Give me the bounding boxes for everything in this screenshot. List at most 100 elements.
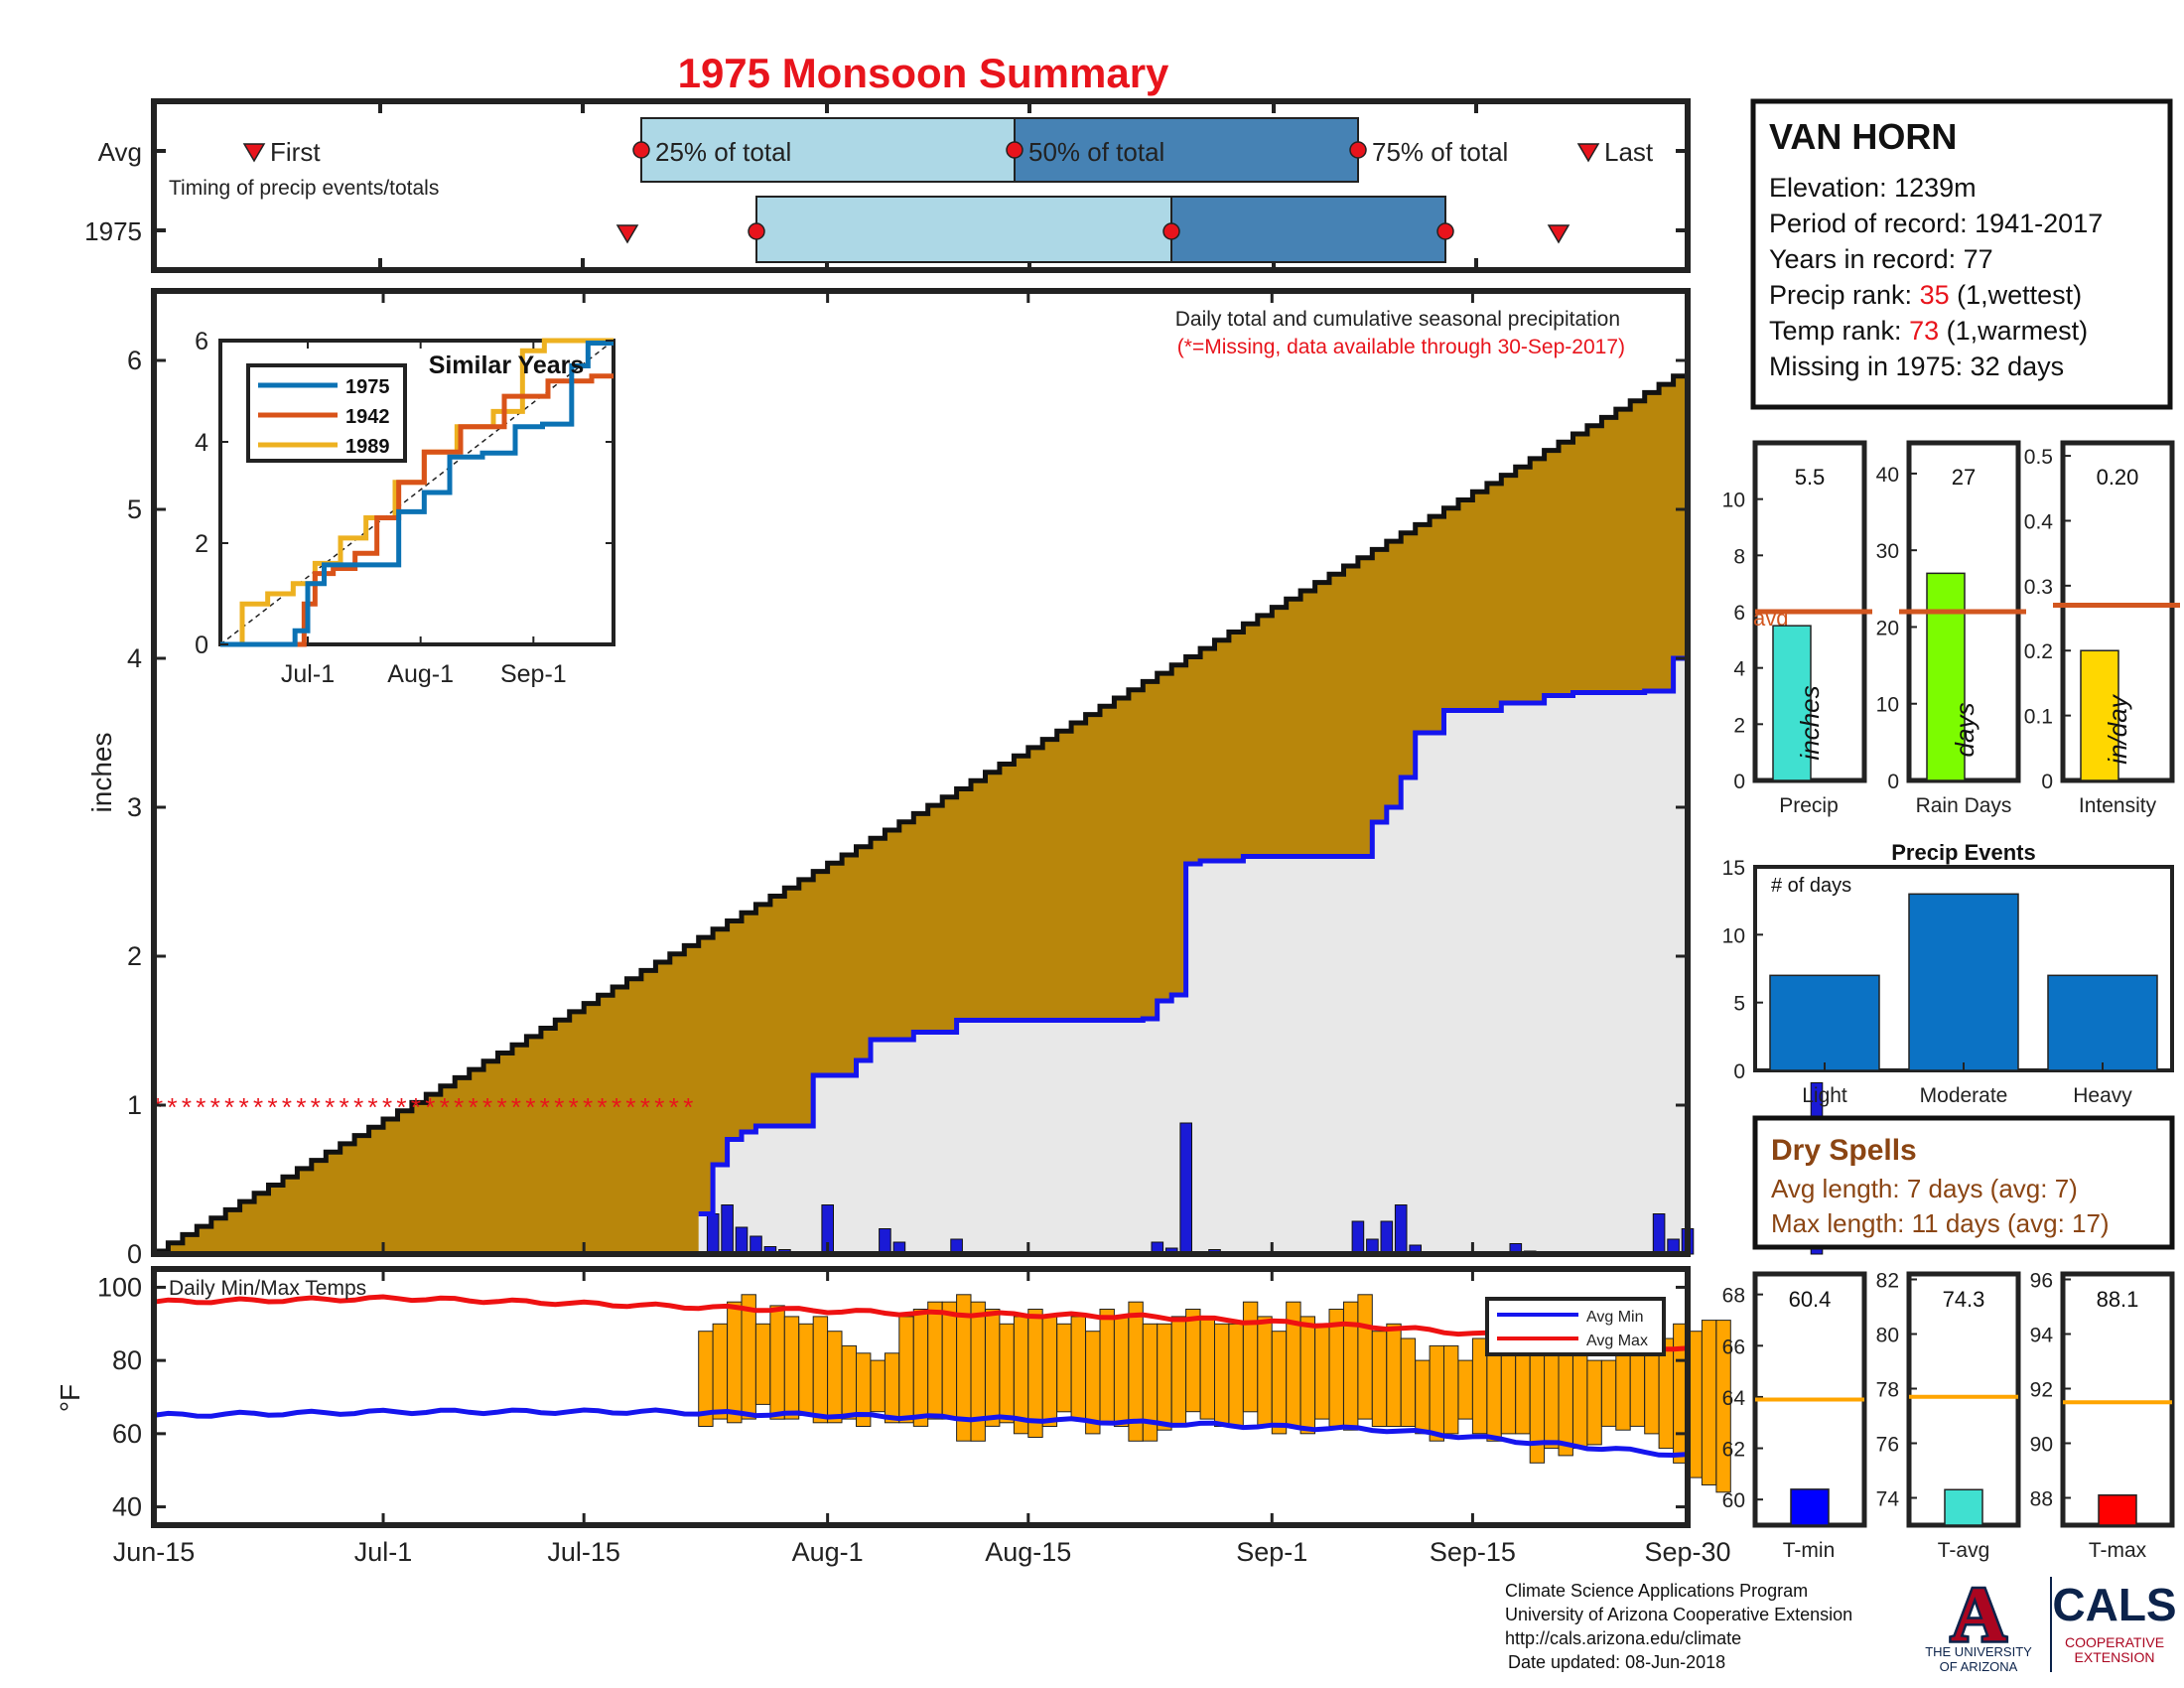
raindays-stat-label: Rain Days xyxy=(1916,794,2012,817)
x-tick-label: Sep-15 xyxy=(1430,1537,1516,1567)
temp-range-bar xyxy=(1170,1316,1187,1428)
temp-range-bar xyxy=(1600,1359,1617,1427)
inset-title: Similar Years xyxy=(429,352,585,379)
temp-range-bar xyxy=(1715,1320,1731,1493)
legend-1975-label: 1975 xyxy=(345,376,390,398)
inset-x-tick-label: Jul-1 xyxy=(281,660,335,688)
legend-1942-label: 1942 xyxy=(345,406,390,428)
daily-precip-bar xyxy=(1394,1204,1408,1255)
year-box-lower xyxy=(755,196,1172,263)
avg-q50-marker xyxy=(1006,141,1024,159)
events-bars xyxy=(1769,893,2158,1071)
inset-y-tick-label: 4 xyxy=(195,429,208,457)
cals-coop-text-1: COOPERATIVE xyxy=(2065,1634,2164,1650)
missing-day-marker: * xyxy=(525,1092,535,1122)
station-name: VAN HORN xyxy=(1769,116,1957,157)
daily-precip-bar xyxy=(1380,1220,1394,1255)
missing-day-marker: * xyxy=(239,1092,249,1122)
daily-precip-bar xyxy=(1652,1213,1666,1255)
event-tick-label: 10 xyxy=(1722,924,1745,947)
ua-logo-text-2: OF ARIZONA xyxy=(1940,1659,2018,1674)
missing-day-marker: * xyxy=(425,1092,435,1122)
missing-day-marker: * xyxy=(411,1092,421,1122)
missing-day-marker: * xyxy=(511,1092,521,1122)
main-y-tick-label: 5 xyxy=(127,494,142,524)
temp-range-bar xyxy=(1027,1309,1043,1438)
ua-logo-text-1: THE UNIVERSITY xyxy=(1925,1644,2032,1659)
events-title: Precip Events xyxy=(1891,840,2036,865)
tavg-tick-label: 74 xyxy=(1876,1488,1900,1511)
temp-range-bar xyxy=(1429,1344,1444,1442)
missing-day-marker: * xyxy=(196,1092,205,1122)
intensity-tick-label: 0.2 xyxy=(2024,640,2053,663)
precip-tick-label: 6 xyxy=(1733,602,1745,625)
missing-day-marker: * xyxy=(569,1092,579,1122)
missing-day-marker: * xyxy=(654,1092,664,1122)
temp-y-tick-label: 100 xyxy=(97,1272,142,1302)
footer-credits: Climate Science Applications Program Uni… xyxy=(1505,1581,1852,1672)
legend-avg-max-label: Avg Max xyxy=(1586,1333,1648,1349)
tavg-tick-label: 78 xyxy=(1876,1379,1899,1402)
dry-spells-box: Dry Spells Avg length: 7 days (avg: 7) M… xyxy=(1752,1115,2175,1250)
university-of-arizona-logo: A THE UNIVERSITY OF ARIZONA xyxy=(1925,1569,2032,1675)
year-last-marker xyxy=(1547,224,1570,244)
temp-range-bar xyxy=(754,1323,771,1405)
temp-range-bar xyxy=(870,1359,886,1413)
intensity-bar xyxy=(2080,649,2119,781)
event-category-label: Heavy xyxy=(2073,1084,2132,1107)
temp-range-bar xyxy=(741,1294,756,1420)
avg-cumulative-area xyxy=(154,658,1688,1254)
dry-spells-title: Dry Spells xyxy=(1771,1134,1917,1167)
tmax-value: 88.1 xyxy=(2097,1287,2139,1312)
tmax-bar xyxy=(2098,1494,2137,1526)
footer-line-4: Date updated: 08-Jun-2018 xyxy=(1508,1652,1725,1672)
daily-precip-bar xyxy=(1179,1122,1193,1255)
missing-day-marker: * xyxy=(353,1092,363,1122)
main-y-tick-label: 0 xyxy=(127,1239,142,1269)
precip-events-panel: Precip Events # of days Light Moderate Hea… xyxy=(1722,840,2174,1107)
missing-day-marker: * xyxy=(296,1092,306,1122)
year-q25-marker xyxy=(748,222,765,240)
cals-logo: CALS COOPERATIVE EXTENSION xyxy=(2052,1579,2176,1665)
station-info-box: VAN HORN Elevation: 1239m Period of reco… xyxy=(1750,98,2173,410)
temp-y-tick-label: 60 xyxy=(112,1419,142,1449)
raindays-tick-label: 0 xyxy=(1887,771,1899,793)
temp-range-bar xyxy=(1070,1316,1086,1420)
missing-day-marker: * xyxy=(210,1092,220,1122)
intensity-axis-label: in/day xyxy=(2103,693,2132,764)
year-q75-marker xyxy=(1436,222,1454,240)
avg-max-line xyxy=(153,1294,1689,1352)
footer-line-2: University of Arizona Cooperative Extens… xyxy=(1505,1605,1852,1624)
temperature-chart: 40 60 80 100 Jun-15 Jul-1 Jul-15 Aug-1 Aug-15 Se… xyxy=(55,1266,1731,1567)
events-axis: Light Moderate Heavy 0 5 10 15 xyxy=(1722,857,2133,1107)
cals-coop-text-2: EXTENSION xyxy=(2075,1649,2155,1665)
temp-range-bar xyxy=(1214,1323,1230,1428)
event-bar-moderate xyxy=(1908,893,2019,1071)
inset-y-tick-label: 6 xyxy=(195,328,208,355)
station-temp-rank: Temp rank: 73 (1,warmest) xyxy=(1769,316,2088,346)
temp-range-bar xyxy=(812,1316,829,1424)
precip-bar xyxy=(1772,625,1812,781)
temp-range-bar xyxy=(769,1305,785,1420)
missing-day-marker: * xyxy=(598,1092,608,1122)
missing-day-marker: * xyxy=(454,1092,464,1122)
temp-range-bar xyxy=(841,1344,857,1420)
x-tick-label: Aug-1 xyxy=(792,1537,864,1567)
temp-range-bar xyxy=(941,1301,958,1420)
main-y-tick-label: 1 xyxy=(127,1090,142,1120)
missing-day-marker: * xyxy=(224,1092,234,1122)
temp-range-bar xyxy=(1357,1294,1373,1420)
missing-day-marker: * xyxy=(167,1092,177,1122)
station-precip-rank: Precip rank: 35 (1,wettest) xyxy=(1769,280,2082,310)
raindays-tick-label: 40 xyxy=(1876,464,1899,487)
missing-day-marker: * xyxy=(669,1092,679,1122)
raindays-axis-label: days xyxy=(1950,703,1979,758)
event-bar-heavy xyxy=(2047,974,2158,1071)
missing-data-markers: * * * * * * * * * * * * * * * * * * * * * * * * * * * * * * * * * * * * * * xyxy=(153,1092,693,1122)
precip-tick-label: 10 xyxy=(1722,490,1745,512)
intensity-tick-label: 0.5 xyxy=(2024,446,2053,469)
intensity-tick-label: 0.4 xyxy=(2024,510,2054,533)
main-y-tick-label: 2 xyxy=(127,941,142,971)
temp-range-bar xyxy=(1099,1309,1115,1424)
